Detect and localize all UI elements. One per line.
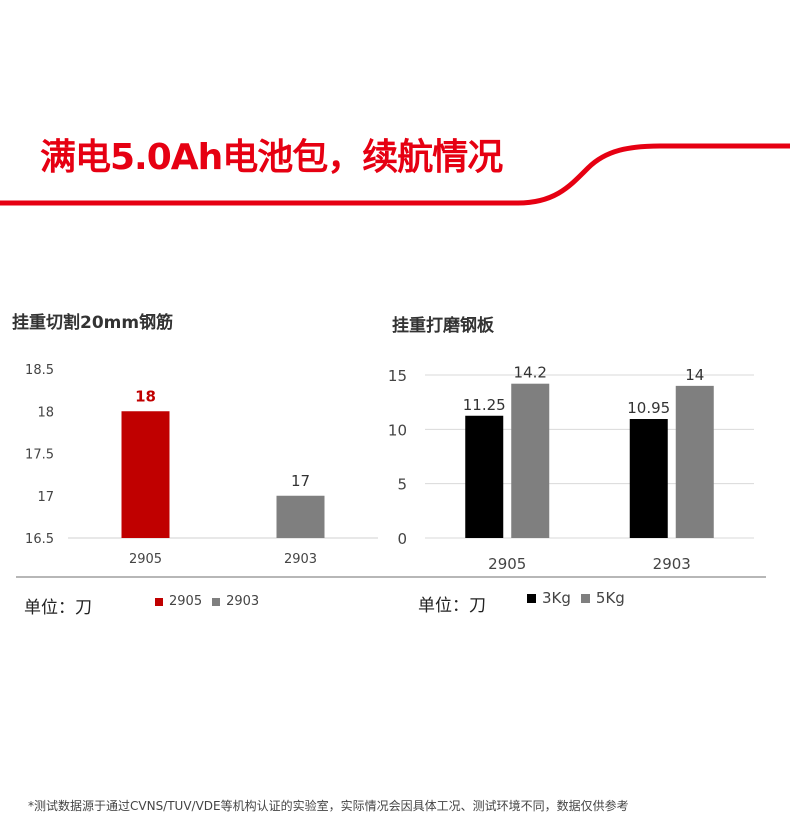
chart2-xtick-label-2903: 2903 [653,555,691,573]
chart1-ytick-label: 17 [37,490,54,505]
chart2-ytick-label: 15 [388,367,407,385]
chart1-xtick-label-2905: 2905 [129,552,162,567]
chart2-xtick-label-2905: 2905 [488,555,526,573]
footnote: *测试数据源于通过CVNS/TUV/VDE等机构认证的实验室，实际情况会因具体工… [28,799,629,813]
chart1-ytick-label: 18 [37,405,54,420]
chart1-bar-2903 [276,495,325,538]
chart2-bar-2905-3kg [465,415,504,538]
legend-item-3kg: 3Kg [527,589,571,607]
legend-label-5kg: 5Kg [595,589,625,607]
page-title: 满电5.0Ah电池包，续航情况 [40,137,503,178]
header-swoosh-decoration [0,143,790,206]
chart1-legend: 2905 2903 [155,594,269,609]
chart2-bar-2903-5kg [675,385,714,538]
legend-item-5kg: 5Kg [580,589,625,607]
chart2-ytick-label: 5 [397,476,407,494]
chart1-ytick-label: 16.5 [25,532,54,547]
chart2-ytick-label: 10 [388,421,407,439]
chart1-bar-2905 [121,411,170,538]
chart2-plot: 0 5 10 15 11.25 14.2 2905 10.95 14 2903 [388,364,754,573]
chart2-legend: 3Kg 5Kg [527,589,635,607]
legend-swatch-5kg [580,593,590,603]
chart1-data-label-2903: 17 [291,472,310,490]
chart2-data-label-2903-5kg: 14 [685,366,704,384]
chart1-plot: 16.5 17 17.5 18 18.5 18 2905 17 2903 [25,363,378,567]
legend-swatch-3kg [527,593,536,603]
chart1-unit-label: 单位：刀 [24,598,92,618]
legend-label-2903: 2903 [226,594,260,609]
legend-item-2903: 2903 [212,594,259,609]
chart2-data-label-2905-5kg: 14.2 [514,364,547,382]
chart2-bar-2903-3kg [629,419,668,538]
legend-swatch-2905 [155,597,163,606]
legend-item-2905: 2905 [155,594,202,609]
legend-label-2905: 2905 [169,594,203,609]
chart1-data-label-2905: 18 [135,387,156,405]
chart2-title: 挂重打磨钢板 [392,316,494,336]
chart1-xtick-label-2903: 2903 [284,552,317,567]
chart2-bar-2905-5kg [511,383,550,538]
chart2-data-label-2903-3kg: 10.95 [627,399,670,417]
chart2-unit-label: 单位：刀 [418,596,486,616]
chart1-title: 挂重切割20mm钢筋 [12,313,174,333]
legend-label-3kg: 3Kg [542,589,571,607]
chart1-ytick-label: 17.5 [25,448,54,463]
chart1-ytick-label: 18.5 [25,363,54,378]
chart2-data-label-2905-3kg: 11.25 [463,396,506,414]
divider [16,576,766,578]
legend-swatch-2903 [212,597,221,606]
chart2-ytick-label: 0 [397,530,407,548]
